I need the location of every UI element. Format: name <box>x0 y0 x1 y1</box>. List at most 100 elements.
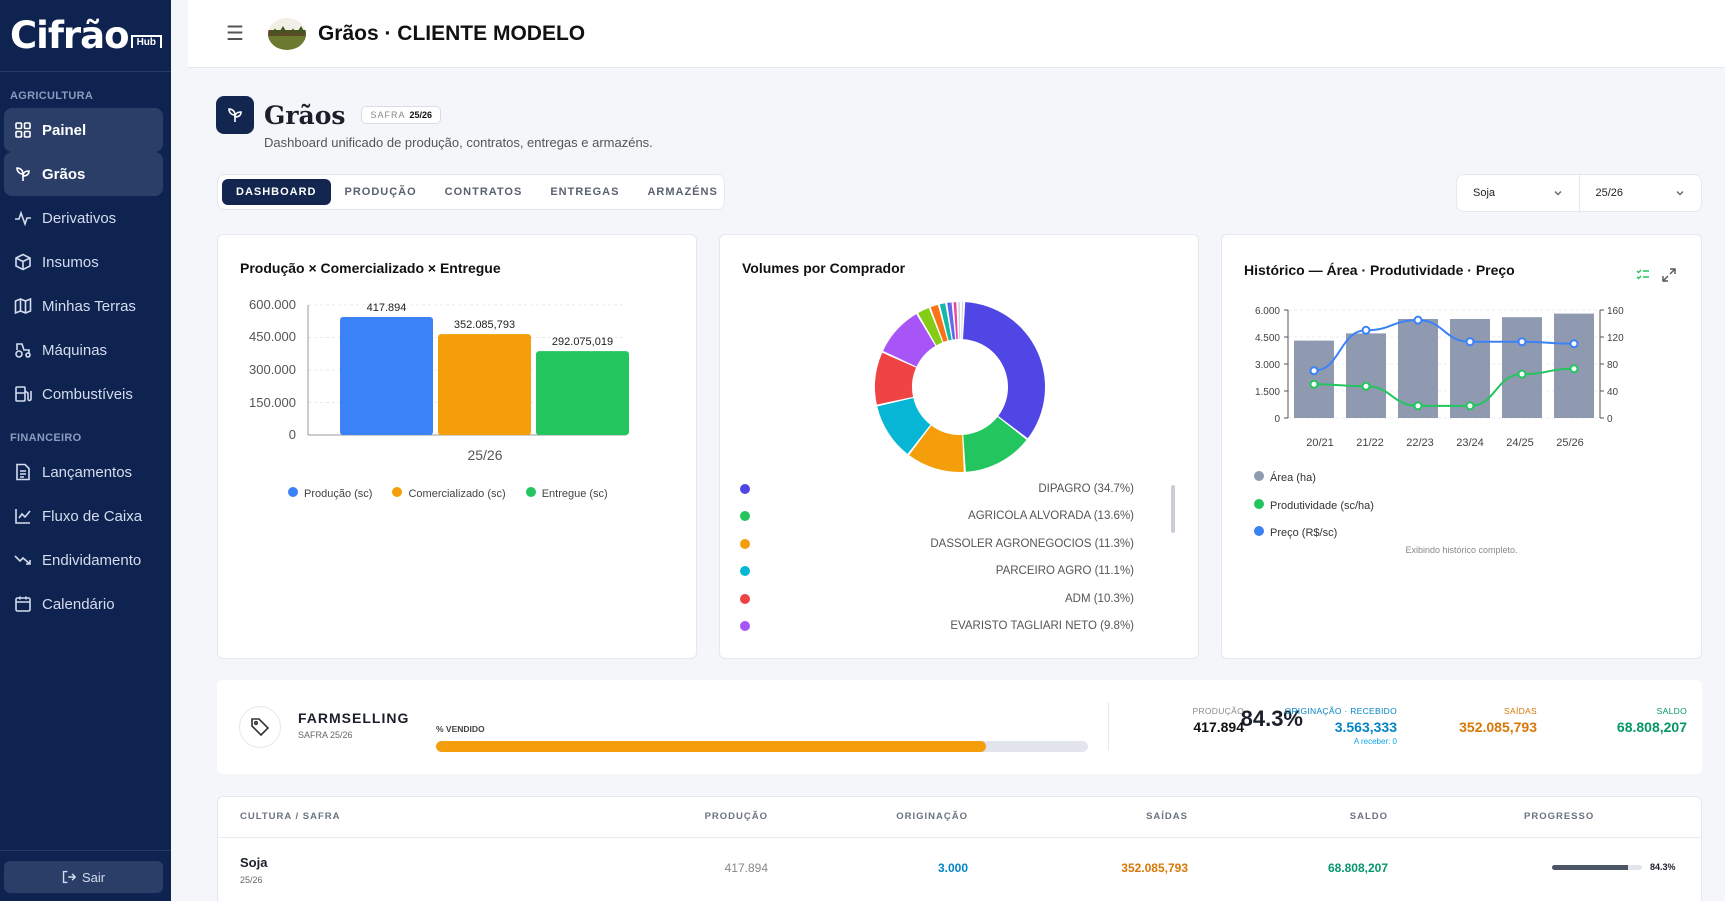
pie-slice <box>918 307 943 346</box>
y-tick-right: 160 <box>1607 306 1624 317</box>
list-item[interactable]: DASSOLER AGRONEGOCIOS (11.3%) <box>740 530 1150 558</box>
pie-slice <box>939 303 952 341</box>
chart-title: Produção × Comercializado × Entregue <box>240 260 501 276</box>
data-point <box>1413 401 1423 411</box>
sidebar-item-maquinas[interactable]: Máquinas <box>4 328 163 372</box>
pie-slice <box>953 302 958 340</box>
tab-producao[interactable]: PRODUÇÃO <box>344 186 417 198</box>
buyers-donut-chart <box>875 302 1045 472</box>
data-point <box>1309 366 1319 376</box>
sidebar-item-lancamentos[interactable]: Lançamentos <box>4 450 163 494</box>
chart-title: Histórico — Área · Produtividade · Preço <box>1244 262 1515 278</box>
tab-entregas[interactable]: ENTREGAS <box>550 186 620 198</box>
legend-item[interactable]: Produtividade (sc/ha) <box>1254 493 1374 521</box>
list-item[interactable]: PARCEIRO AGRO (11.1%) <box>740 558 1150 586</box>
sidebar-item-fluxo-de-caixa[interactable]: Fluxo de Caixa <box>4 494 163 538</box>
x-tick: 24/25 <box>1506 437 1534 449</box>
menu-icon[interactable]: ☰ <box>226 23 244 45</box>
tab-contratos[interactable]: CONTRATOS <box>444 186 523 198</box>
row-culture: Soja <box>240 855 268 870</box>
sidebar-item-label: Endividamento <box>42 551 142 569</box>
sidebar-item-derivativos[interactable]: Derivativos <box>4 196 163 240</box>
data-point <box>1569 364 1579 374</box>
legend-item[interactable]: Produção (sc) <box>288 487 372 500</box>
row-originacao: 3.000 <box>937 861 968 875</box>
divider <box>1108 702 1109 750</box>
legend-item[interactable]: Preço (R$/sc) <box>1254 520 1374 548</box>
brand-suffix: Hub <box>130 35 163 48</box>
sidebar-item-label: Minhas Terras <box>42 297 136 315</box>
farmselling-panel: FARMSELLING SAFRA 25/26 % VENDIDO 84.3% … <box>217 680 1702 774</box>
legend-label: Produtividade (sc/ha) <box>1270 499 1374 512</box>
x-tick: 25/26 <box>1556 437 1584 449</box>
production-chart-card: Produção × Comercializado × Entregue 600… <box>217 234 697 659</box>
pie-slice <box>877 398 931 454</box>
tab-dashboard[interactable]: DASHBOARD <box>222 179 331 205</box>
chart-legend: Produção (sc) Comercializado (sc) Entreg… <box>288 487 608 500</box>
culture-select[interactable]: Soja <box>1457 175 1579 211</box>
sidebar-item-minhas-terras[interactable]: Minhas Terras <box>4 284 163 328</box>
legend-scrollbar[interactable] <box>1171 485 1175 533</box>
legend-label: Entregue (sc) <box>541 488 608 500</box>
sidebar-item-graos[interactable]: Grãos <box>4 152 163 196</box>
page-icon <box>216 96 254 134</box>
legend-item[interactable]: Entregue (sc) <box>525 487 608 500</box>
chart-title: Volumes por Comprador <box>742 260 906 276</box>
sidebar-item-endividamento[interactable]: Endividamento <box>4 538 163 582</box>
buyer-label: DASSOLER AGRONEGOCIOS (11.3%) <box>930 537 1134 550</box>
stat-value: 68.808,207 <box>1616 719 1687 735</box>
expand-icon[interactable] <box>1662 268 1676 282</box>
progress-bar <box>436 741 1088 752</box>
logout-button[interactable]: Sair <box>4 861 163 893</box>
legend-item[interactable]: Área (ha) <box>1254 465 1374 493</box>
logout-icon <box>62 870 76 884</box>
sidebar-item-insumos[interactable]: Insumos <box>4 240 163 284</box>
sidebar-item-label: Lançamentos <box>42 463 133 481</box>
toggle-series-icon[interactable] <box>1636 268 1650 282</box>
sidebar-item-combustiveis[interactable]: Combustíveis <box>4 372 163 416</box>
brand-logo[interactable]: Cifrão Hub <box>0 0 171 72</box>
safra-badge-value: 25/26 <box>409 110 433 120</box>
pie-slice <box>958 302 961 340</box>
activity-icon <box>15 210 31 227</box>
sidebar-item-calendario[interactable]: Calendário <box>4 582 163 626</box>
summary-table: CULTURA / SAFRA PRODUÇÃO ORIGINAÇÃO SAÍD… <box>217 796 1702 901</box>
sidebar-item-painel[interactable]: Painel <box>4 108 163 152</box>
row-progress-fill <box>1552 865 1628 870</box>
y-tick-left: 1.500 <box>1255 387 1280 398</box>
y-tick: 150.000 <box>249 395 296 410</box>
header-divider <box>218 837 1701 838</box>
chart-bars <box>1294 313 1594 418</box>
list-item[interactable]: AGRICOLA ALVORADA (13.6%) <box>740 503 1150 531</box>
tab-armazens[interactable]: ARMAZÉNS <box>647 186 718 198</box>
legend-item[interactable]: Comercializado (sc) <box>392 487 506 500</box>
tractor-icon <box>15 343 31 358</box>
pie-slice <box>883 314 936 367</box>
chart-lines <box>1309 315 1579 411</box>
buyer-label: PARCEIRO AGRO (11.1%) <box>995 565 1134 578</box>
data-point <box>1361 381 1371 391</box>
list-item[interactable]: ADM (10.3%) <box>740 585 1150 613</box>
list-item[interactable]: DIPAGRO (34.7%) <box>740 475 1150 503</box>
filters: Soja 25/26 <box>1456 174 1702 212</box>
x-tick: 20/21 <box>1306 437 1334 449</box>
column-header: SAÍDAS <box>1146 811 1188 822</box>
map-icon <box>14 297 32 315</box>
stat-label: ORIGINAÇÃO · RECEBIDO <box>1284 706 1397 716</box>
data-point <box>1413 315 1423 325</box>
tag-icon <box>239 706 281 748</box>
culture-select-value: Soja <box>1473 187 1496 199</box>
y-tick-left: 6.000 <box>1255 306 1280 317</box>
sprout-icon <box>16 167 30 181</box>
list-item[interactable]: EVARISTO TAGLIARI NETO (9.8%) <box>740 613 1150 641</box>
stat-value: 3.563,333 <box>1334 719 1397 735</box>
stat-label: SAÍDAS <box>1504 706 1537 716</box>
box-icon <box>15 253 31 271</box>
chart-grid <box>1284 309 1604 419</box>
data-label: 292.075,019 <box>552 336 613 348</box>
season-select[interactable]: 25/26 <box>1578 175 1702 211</box>
calendar-icon <box>15 596 31 612</box>
page-header: Grãos SAFRA 25/26 <box>216 96 442 134</box>
row-progress-label: 84.3% <box>1650 862 1676 872</box>
line-chart-icon <box>15 509 31 524</box>
